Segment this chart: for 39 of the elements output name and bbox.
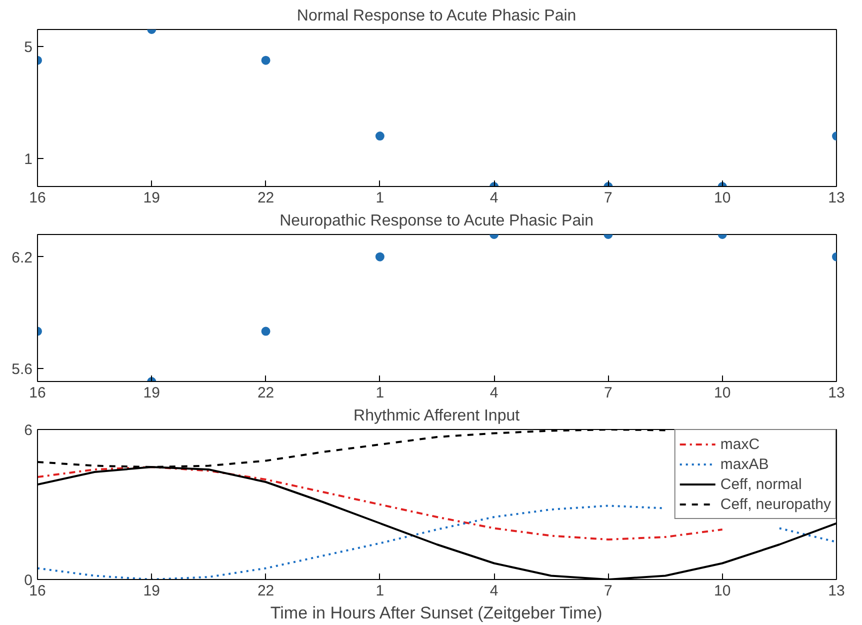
- legend-label: maxAB: [720, 456, 769, 472]
- y-tick-label: 5: [24, 38, 32, 56]
- x-tick-label: 1: [376, 582, 384, 600]
- x-tick-label: 4: [490, 190, 498, 206]
- y-tick-label: 6: [24, 422, 32, 439]
- x-tick-label: 7: [604, 582, 612, 600]
- x-tick-label: 13: [828, 384, 845, 402]
- x-tick-label: 10: [714, 384, 731, 402]
- chart-title: Rhythmic Afferent Input: [354, 408, 520, 424]
- y-tick-label: 1: [24, 150, 32, 168]
- point: [375, 132, 384, 141]
- x-tick-label: 10: [714, 582, 731, 600]
- x-tick-label: 22: [257, 582, 274, 600]
- x-tick-label: 10: [714, 190, 731, 206]
- x-tick-label: 22: [257, 190, 274, 206]
- point: [261, 56, 270, 65]
- x-tick-label: 4: [490, 384, 498, 402]
- y-tick-label: 6.2: [12, 249, 33, 266]
- x-tick-label: 7: [604, 384, 612, 402]
- x-tick-label: 16: [29, 190, 46, 206]
- x-tick-label: 4: [490, 582, 498, 600]
- chart-title: Neuropathic Response to Acute Phasic Pain: [280, 212, 594, 230]
- point: [261, 326, 270, 336]
- x-axis-title: Time in Hours After Sunset (Zeitgeber Time): [270, 604, 602, 622]
- x-tick-label: 13: [828, 582, 845, 600]
- x-tick-label: 7: [604, 190, 612, 206]
- legend-label: Ceff, normal: [720, 476, 802, 492]
- x-tick-label: 16: [29, 384, 46, 402]
- chart-title: Normal Response to Acute Phasic Pain: [296, 8, 576, 24]
- x-tick-label: 1: [376, 384, 384, 402]
- x-tick-label: 22: [257, 384, 274, 402]
- y-tick-label: 5.6: [12, 360, 33, 378]
- x-tick-label: 19: [143, 384, 160, 402]
- x-tick-label: 19: [143, 582, 160, 600]
- x-tick-label: 1: [376, 190, 384, 206]
- x-tick-label: 19: [143, 190, 160, 206]
- x-tick-label: 13: [828, 190, 845, 206]
- legend-label: Ceff, neuropathy: [720, 496, 831, 512]
- legend-label: maxC: [720, 436, 760, 452]
